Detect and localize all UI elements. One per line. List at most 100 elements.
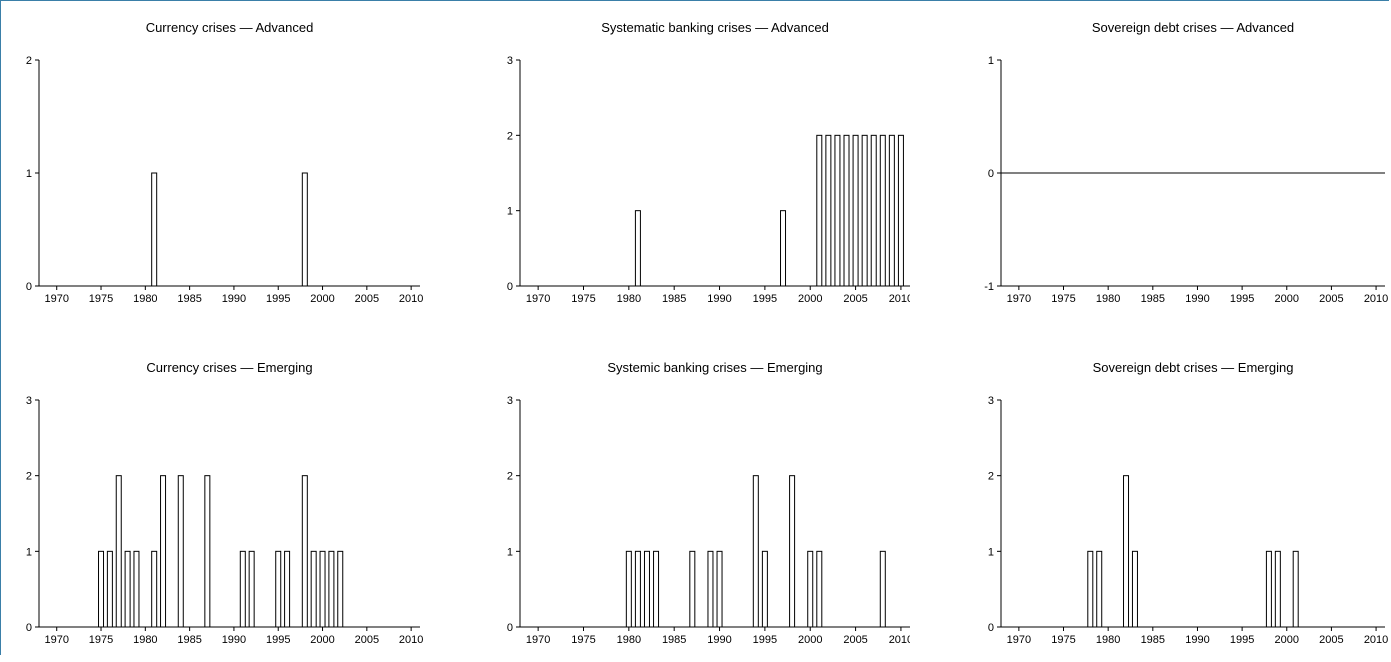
x-tick-label: 1995 — [266, 634, 290, 646]
bar-2000 — [807, 550, 814, 628]
x-tick-label: 1980 — [1096, 634, 1120, 646]
x-tick-label: 1995 — [753, 634, 777, 646]
chart-svg: Sovereign debt crises — Advanced -1 0 1 1970… — [984, 20, 1388, 305]
chart-panel-6: Sovereign debt crises — Emerging 0 1 2 3 1970… — [940, 330, 1390, 657]
x-tick-label: 1990 — [707, 634, 731, 646]
x-tick-label: 2000 — [1275, 634, 1299, 646]
y-tick-label: 3 — [26, 395, 32, 407]
x-tick-label: 1995 — [1230, 634, 1254, 646]
x-tick-label: 1970 — [44, 634, 68, 646]
bar-1998 — [301, 172, 308, 287]
y-tick-label: 0 — [507, 281, 513, 293]
bar-1981 — [151, 550, 158, 628]
y-tick-label: 0 — [26, 281, 32, 293]
y-tick-label: 1 — [988, 546, 994, 558]
x-tick-label: 1990 — [222, 634, 246, 646]
bar-1982 — [1123, 475, 1130, 628]
bar-1980 — [625, 550, 632, 628]
bar-1995 — [761, 550, 768, 628]
x-tick-label: 2005 — [355, 634, 379, 646]
x-tick-label: 1970 — [1007, 293, 1031, 305]
bar-1998 — [1265, 550, 1272, 628]
y-tick-label: 2 — [988, 471, 994, 483]
x-tick-label: 2010 — [889, 293, 910, 305]
bar-1978 — [1087, 550, 1094, 628]
bar-2001 — [328, 550, 335, 628]
chart-title: Currency crises — Advanced — [146, 20, 314, 35]
bar-1981 — [634, 550, 641, 628]
bar-1999 — [1274, 550, 1281, 628]
y-tick-label: 0 — [988, 168, 994, 180]
bar-1994 — [752, 475, 759, 628]
x-tick-label: 2000 — [1275, 293, 1299, 305]
bar-1976 — [106, 550, 113, 628]
bar-1981 — [151, 172, 158, 287]
bar-1979 — [133, 550, 140, 628]
y-tick-label: 1 — [507, 206, 513, 218]
y-tick-label: 3 — [988, 395, 994, 407]
bar-1977 — [115, 475, 122, 628]
bar-1992 — [248, 550, 255, 628]
chart-svg: Currency crises — Advanced 0 1 2 1970 1975 198… — [26, 20, 424, 305]
chart-panel-2: Systematic banking crises — Advanced 0 1 2 3… — [470, 0, 913, 330]
bar-1975 — [98, 550, 105, 628]
x-tick-label: 1985 — [177, 634, 201, 646]
x-tick-label: 1985 — [1141, 293, 1165, 305]
bar-2008 — [879, 134, 886, 287]
bar-1998 — [789, 475, 796, 628]
x-tick-label: 1995 — [266, 293, 290, 305]
chart-title: Sovereign debt crises — Advanced — [1092, 20, 1294, 35]
bar-1999 — [310, 550, 317, 628]
x-tick-label: 1975 — [89, 293, 113, 305]
bar-1991 — [239, 550, 246, 628]
x-tick-label: 2005 — [1319, 634, 1343, 646]
x-tick-label: 1990 — [1185, 634, 1209, 646]
bar-1987 — [689, 550, 696, 628]
x-tick-label: 2010 — [889, 634, 910, 646]
bar-1987 — [204, 475, 211, 628]
bar-2008 — [879, 550, 886, 628]
bar-1997 — [780, 210, 787, 287]
x-tick-label: 2010 — [1364, 634, 1388, 646]
bar-1995 — [275, 550, 282, 628]
bar-2001 — [816, 550, 823, 628]
x-tick-label: 2000 — [798, 634, 822, 646]
x-tick-label: 1975 — [571, 293, 595, 305]
chart-svg: Sovereign debt crises — Emerging 0 1 2 3 1970… — [988, 360, 1388, 646]
bar-1979 — [1096, 550, 1103, 628]
y-tick-label: 1 — [26, 546, 32, 558]
x-tick-label: 1970 — [1007, 634, 1031, 646]
bar-2001 — [1292, 550, 1299, 628]
bar-2006 — [861, 134, 868, 287]
bar-2007 — [870, 134, 877, 287]
x-tick-label: 2000 — [310, 634, 334, 646]
y-tick-label: 1 — [26, 168, 32, 180]
x-tick-label: 1985 — [662, 634, 686, 646]
y-tick-label: 3 — [507, 55, 513, 67]
x-tick-label: 2005 — [843, 634, 867, 646]
x-tick-label: 1980 — [1096, 293, 1120, 305]
x-tick-label: 1985 — [177, 293, 201, 305]
y-tick-label: 0 — [507, 622, 513, 634]
x-tick-label: 1990 — [1185, 293, 1209, 305]
x-tick-label: 2010 — [399, 634, 423, 646]
x-tick-label: 1970 — [526, 634, 550, 646]
bar-2002 — [825, 134, 832, 287]
bar-1983 — [653, 550, 660, 628]
bar-1981 — [634, 210, 641, 287]
x-tick-label: 1980 — [617, 293, 641, 305]
x-tick-label: 2005 — [355, 293, 379, 305]
bar-1982 — [643, 550, 650, 628]
y-tick-label: 3 — [507, 395, 513, 407]
bar-2000 — [319, 550, 326, 628]
y-tick-label: 2 — [26, 55, 32, 67]
y-tick-label: 2 — [507, 130, 513, 142]
bar-2002 — [337, 550, 344, 628]
bar-1978 — [124, 550, 131, 628]
x-tick-label: 1990 — [707, 293, 731, 305]
chart-svg: Systematic banking crises — Advanced 0 1 2 3… — [507, 20, 913, 305]
y-tick-label: 2 — [26, 471, 32, 483]
chart-title: Currency crises — Emerging — [146, 360, 312, 375]
bar-1983 — [1131, 550, 1138, 628]
